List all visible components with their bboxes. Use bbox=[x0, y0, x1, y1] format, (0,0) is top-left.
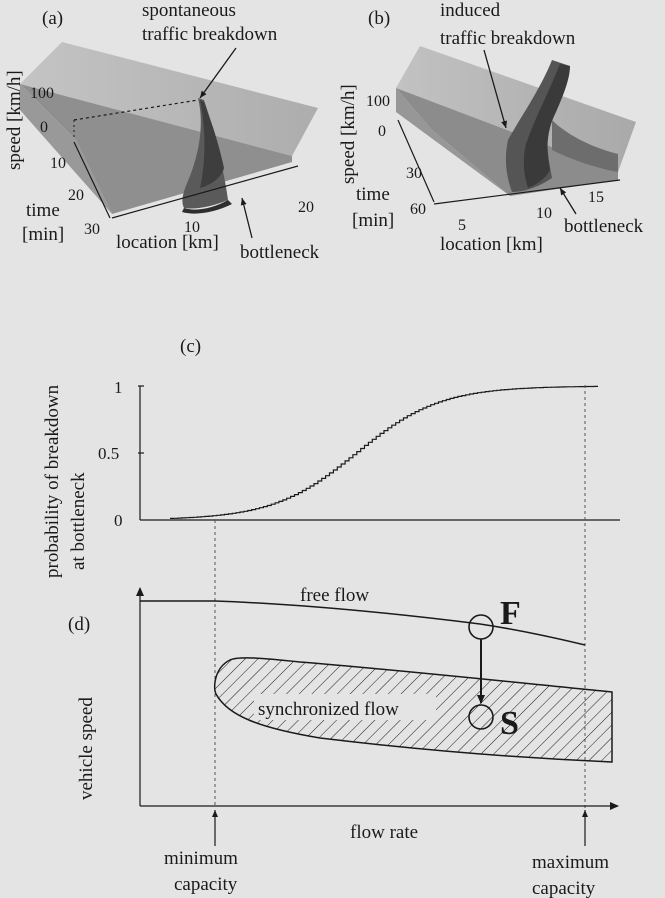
panel-b-speed-axis-label: speed [km/h] bbox=[338, 84, 359, 184]
panel-a-annotation-line1: spontaneous bbox=[142, 0, 236, 21]
panel-a-dotted-guide bbox=[73, 99, 199, 121]
panel-b-location-label: location [km] bbox=[440, 234, 543, 255]
panel-a-time-tick-20: 20 bbox=[68, 187, 84, 204]
panel-b-annotation-line1: induced bbox=[440, 0, 501, 21]
panel-b-location-axis bbox=[433, 179, 621, 205]
panel-b-location-tick-15: 15 bbox=[588, 189, 604, 206]
state-S-circle bbox=[468, 704, 494, 730]
panel-a-surface bbox=[20, 42, 318, 214]
panel-c-ylabel-line2: at bottleneck bbox=[68, 472, 89, 570]
panel-a-annotation-arrow bbox=[199, 47, 237, 99]
panel-b-time-tick-60: 60 bbox=[410, 201, 426, 218]
panel-b-location-tick-10: 10 bbox=[536, 205, 552, 222]
panel-b-speed-tick-0: 0 bbox=[378, 123, 386, 140]
panel-a-location-tick-20: 20 bbox=[298, 199, 314, 216]
panel-a-time-label-line1: time bbox=[26, 200, 60, 221]
minimum-capacity-label-line1: minimum bbox=[164, 848, 238, 869]
panel-c-ylabel-line1: probability of breakdown bbox=[42, 384, 63, 578]
panel-b-location-tick-5: 5 bbox=[458, 217, 466, 234]
panel-b-time-label-line1: time bbox=[356, 184, 390, 205]
panel-b-bottleneck-arrow bbox=[559, 187, 577, 215]
panel-a-location-tick-10: 10 bbox=[184, 219, 200, 236]
panel-d-label: (d) bbox=[68, 614, 90, 635]
free-flow-label: free flow bbox=[300, 585, 369, 606]
maximum-capacity-label-line1: maximum bbox=[532, 852, 609, 873]
panel-a: (a) spontaneous traffic breakdown speed … bbox=[4, 0, 320, 263]
panel-a-time-tick-30: 30 bbox=[84, 221, 100, 238]
panel-a-speed-tick-0: 0 bbox=[40, 119, 48, 136]
panel-c-ytick-0.5: 0.5 bbox=[98, 444, 119, 463]
panel-a-location-label: location [km] bbox=[116, 232, 219, 253]
panel-c-probability-curve bbox=[170, 385, 598, 519]
panel-b-time-tick-30: 30 bbox=[406, 165, 422, 182]
panel-b-surface bbox=[396, 46, 636, 196]
state-F-circle bbox=[468, 614, 494, 640]
panel-a-location-axis bbox=[111, 165, 299, 219]
free-flow-curve bbox=[140, 600, 586, 646]
maximum-capacity-label-line2: capacity bbox=[532, 878, 596, 898]
panel-c-label: (c) bbox=[180, 336, 201, 357]
minimum-capacity-label-line2: capacity bbox=[174, 874, 238, 895]
panel-a-speed-tick-100: 100 bbox=[30, 85, 54, 102]
panel-b-annotation-arrow bbox=[483, 49, 507, 129]
panel-d: (d) vehicle speed free flow synchronized… bbox=[68, 585, 619, 898]
state-F-label: F bbox=[500, 595, 521, 632]
panel-b-label: (b) bbox=[368, 8, 390, 29]
panel-b-bottleneck-label: bottleneck bbox=[564, 216, 644, 237]
state-S-label: S bbox=[500, 705, 519, 742]
panel-d-ylabel: vehicle speed bbox=[76, 697, 97, 800]
panel-c: (c) probability of breakdown at bottlene… bbox=[42, 336, 620, 578]
panel-b-speed-tick-100: 100 bbox=[366, 93, 390, 110]
panel-a-annotation-line2: traffic breakdown bbox=[142, 24, 278, 45]
panel-b-annotation-line2: traffic breakdown bbox=[440, 28, 576, 49]
panel-a-bottleneck-label: bottleneck bbox=[240, 242, 320, 263]
synchronized-flow-label-bg bbox=[254, 694, 436, 720]
panel-a-time-tick-10: 10 bbox=[50, 155, 66, 172]
panel-a-speed-axis-label: speed [km/h] bbox=[4, 70, 25, 170]
panel-b-time-label-line2: [min] bbox=[352, 210, 394, 231]
panel-a-bottleneck-arrow bbox=[240, 197, 253, 239]
panel-b: (b) induced traffic breakdown speed [km/… bbox=[338, 0, 644, 255]
synchronized-flow-label: synchronized flow bbox=[258, 699, 399, 720]
panel-c-ytick-0: 0 bbox=[114, 511, 123, 530]
panel-c-ytick-1: 1 bbox=[114, 378, 123, 397]
panel-a-label: (a) bbox=[42, 8, 63, 29]
panel-a-time-label-line2: [min] bbox=[22, 224, 64, 245]
panel-d-xlabel: flow rate bbox=[350, 822, 418, 843]
panel-a-time-axis bbox=[73, 141, 111, 219]
panel-b-time-axis bbox=[397, 119, 435, 203]
